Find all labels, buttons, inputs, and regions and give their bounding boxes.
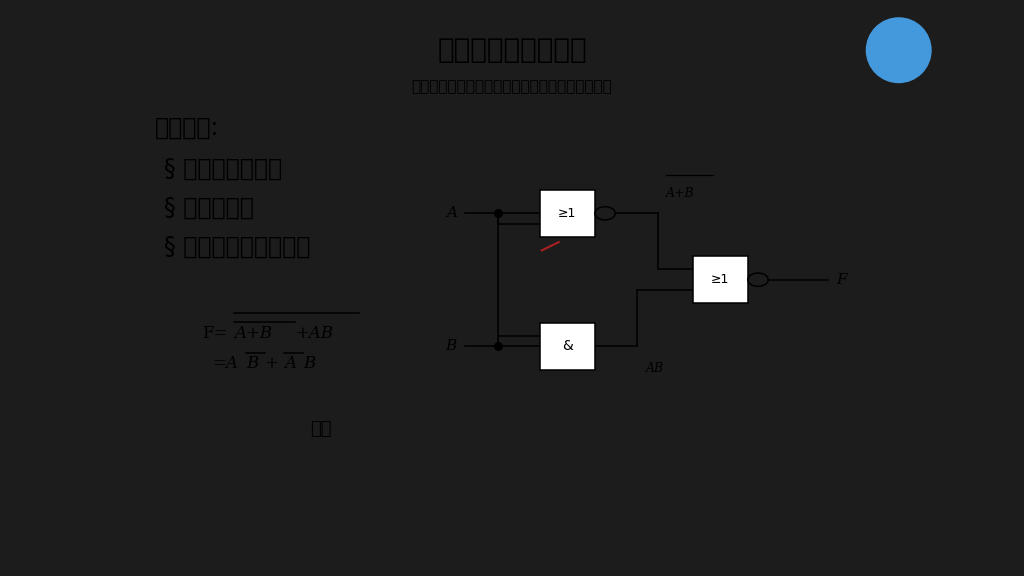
Text: B: B — [303, 355, 315, 372]
Text: AB: AB — [646, 362, 664, 374]
Text: =A: =A — [212, 355, 238, 372]
Text: A: A — [445, 206, 457, 221]
Bar — [540, 323, 595, 370]
Text: 异或: 异或 — [310, 420, 332, 438]
Text: § 列出真值表: § 列出真值表 — [164, 196, 253, 220]
Ellipse shape — [866, 18, 931, 82]
Text: 组合逻辑电路的特点：没有反馈，不包含记忆元件: 组合逻辑电路的特点：没有反馈，不包含记忆元件 — [412, 79, 612, 94]
Text: § 写出逻辑表达式: § 写出逻辑表达式 — [164, 157, 282, 181]
Text: F=: F= — [202, 325, 227, 342]
Text: ≥1: ≥1 — [711, 273, 729, 286]
Text: 组合逻辑电路的分析: 组合逻辑电路的分析 — [437, 36, 587, 65]
Text: F: F — [837, 272, 847, 287]
Text: A+B: A+B — [667, 187, 695, 199]
Text: A: A — [285, 355, 296, 372]
Text: +: + — [264, 355, 279, 372]
Text: +AB: +AB — [295, 325, 334, 342]
Bar — [540, 190, 595, 237]
Text: &: & — [562, 339, 572, 353]
Text: A+B: A+B — [234, 325, 272, 342]
Text: B: B — [445, 339, 457, 353]
Text: B: B — [246, 355, 258, 372]
Text: § 确定电路的逻辑功能: § 确定电路的逻辑功能 — [164, 234, 310, 259]
Bar — [692, 256, 748, 303]
Text: 分析步骤:: 分析步骤: — [155, 116, 219, 139]
Text: ≥1: ≥1 — [558, 207, 577, 220]
